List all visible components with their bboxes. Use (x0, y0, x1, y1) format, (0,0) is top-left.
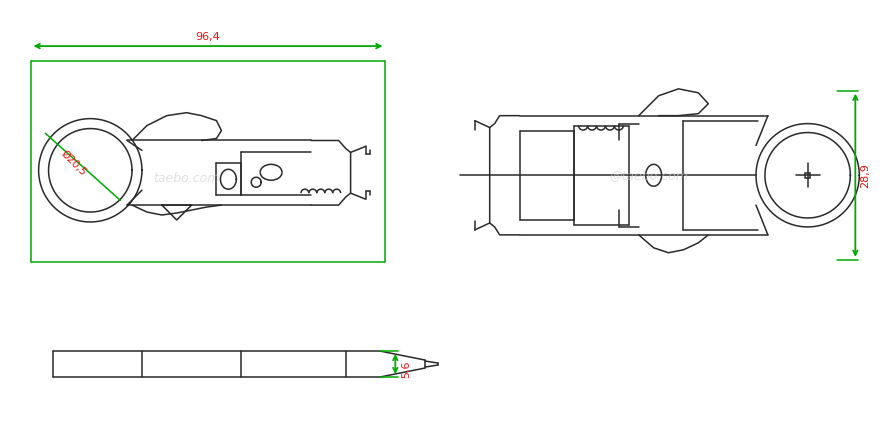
Bar (804, 173, 809, 178)
Text: 96,4: 96,4 (196, 32, 220, 42)
Text: 28,9: 28,9 (859, 163, 869, 187)
Text: 5,6: 5,6 (400, 360, 411, 378)
Text: taebo.com: taebo.com (153, 172, 220, 185)
Text: @taebo.com: @taebo.com (609, 169, 688, 182)
Text: Ø20,5: Ø20,5 (58, 149, 88, 178)
